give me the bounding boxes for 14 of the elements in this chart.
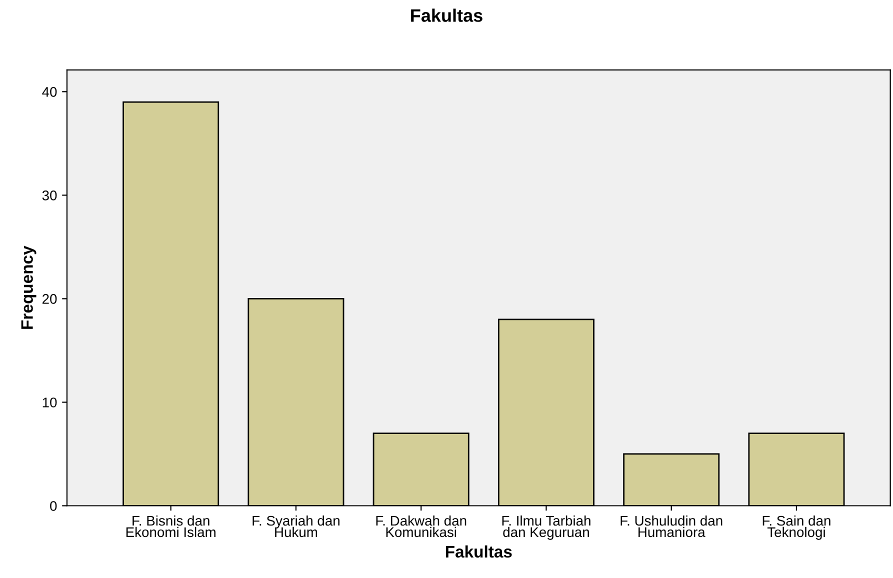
y-tick-label: 20: [42, 294, 57, 304]
y-tick-label: 30: [42, 190, 57, 200]
x-axis-title: Fakultas: [446, 545, 512, 558]
x-tick-label: F. Dakwah dan Komunikasi: [376, 515, 466, 538]
x-tick-label: F. Syariah dan Hukum: [252, 515, 340, 538]
x-tick-label: F. Ushuludin dan Humaniora: [620, 515, 722, 538]
y-tick-label: 40: [42, 87, 57, 97]
y-tick-label: 0: [50, 501, 57, 511]
x-tick-label: F. Ilmu Tarbiah dan Keguruan: [502, 515, 590, 540]
y-tick-label: 10: [42, 398, 57, 408]
x-tick-label: F. Sain dan Teknologi: [762, 515, 830, 540]
y-axis-title: Frequency: [21, 246, 36, 329]
chart-title: Fakultas: [411, 8, 482, 22]
x-tick-label: F. Bisnis dan Ekonomi Islam: [126, 515, 216, 538]
